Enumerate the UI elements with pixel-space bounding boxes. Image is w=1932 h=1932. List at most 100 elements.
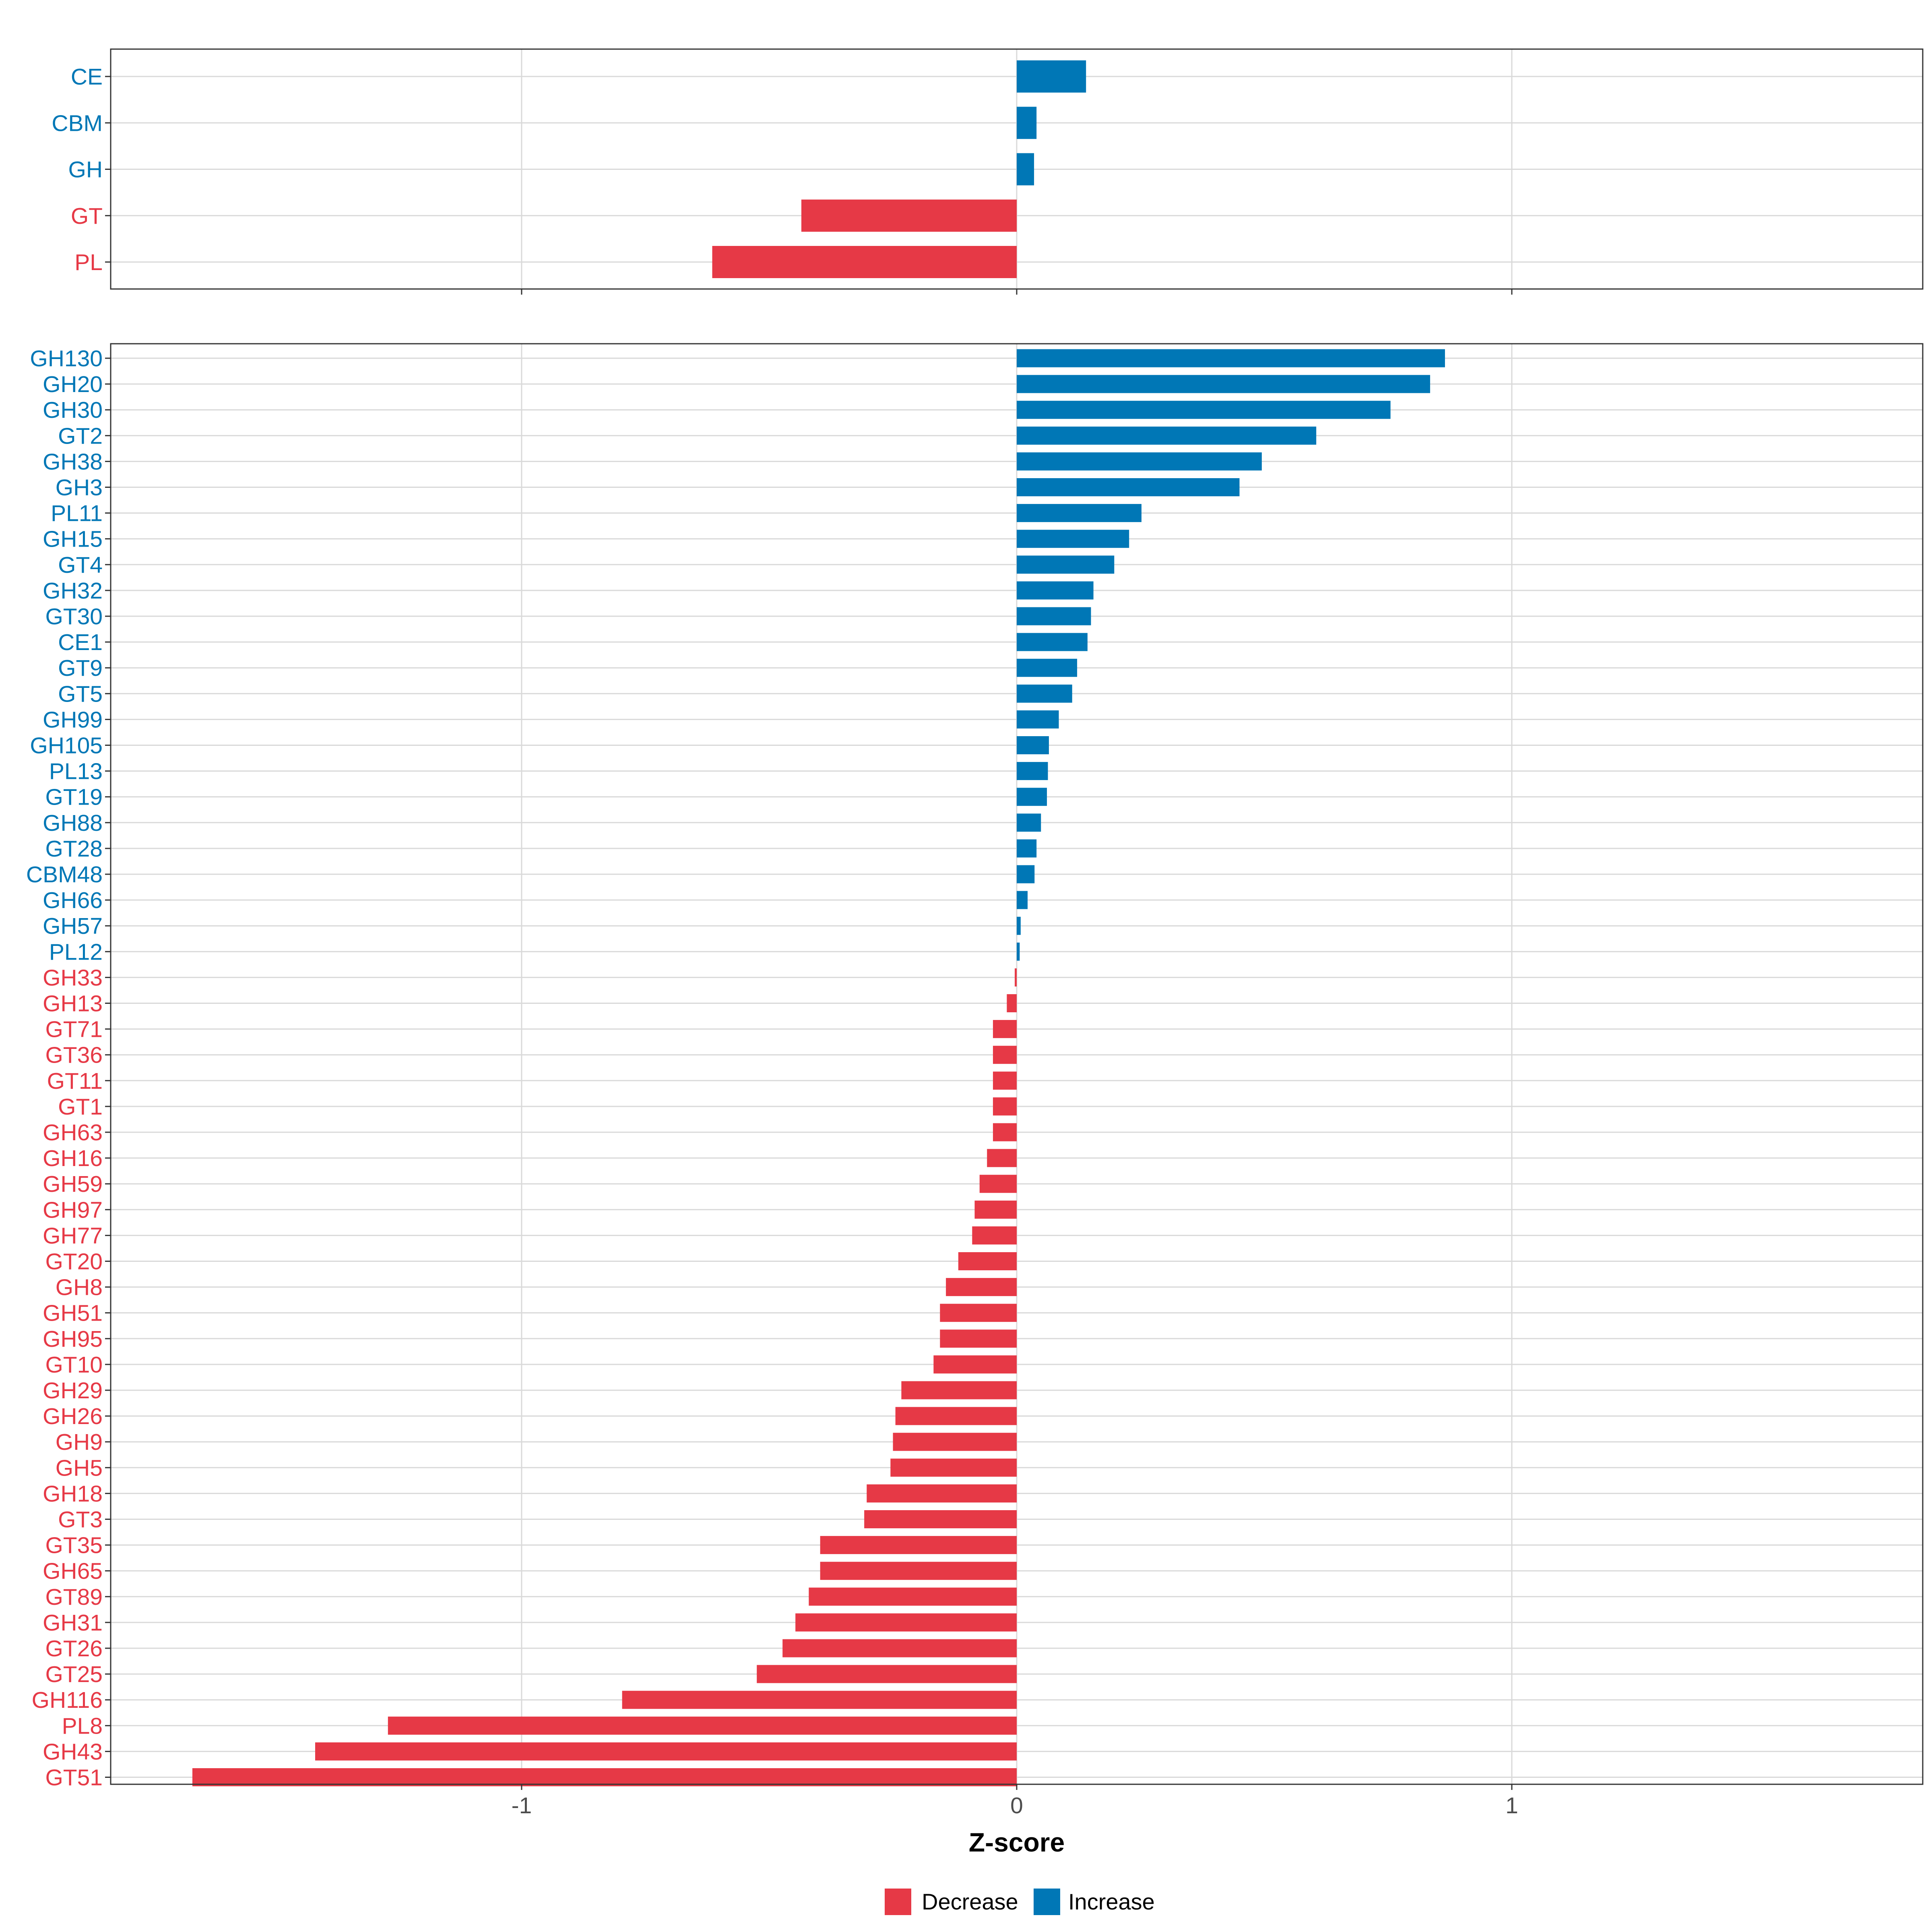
panel-bottom: GH130GH20GH30GT2GH38GH3PL11GH15GT4GH32GT… [26,343,1924,1818]
bottom-bar-gh16 [987,1149,1017,1167]
bottom-ylabel-gt26: GT26 [45,1636,103,1662]
bottom-ylabel-gh95: GH95 [43,1326,103,1352]
bottom-ylabel-gh65: GH65 [43,1558,103,1584]
bottom-bar-gt36 [993,1046,1017,1064]
top-ylabel-ce: CE [71,64,103,90]
bottom-bar-gt3 [864,1510,1017,1528]
x-tick-label: 0 [1010,1793,1023,1818]
bottom-ylabel-gt11: GT11 [47,1068,103,1094]
bottom-bar-gh9 [893,1432,1017,1451]
bottom-ylabel-gh77: GH77 [43,1223,103,1249]
bottom-bar-gh26 [895,1407,1017,1425]
bottom-bar-gh59 [979,1174,1017,1193]
bottom-bar-gt30 [1017,607,1091,625]
bottom-ylabel-gt1: GT1 [58,1094,103,1120]
bottom-bar-pl12 [1017,942,1020,961]
top-bar-gh [1017,153,1034,186]
bottom-bar-gh32 [1017,581,1094,600]
bottom-bar-gh116 [622,1690,1017,1709]
bottom-bar-pl11 [1017,504,1141,522]
bottom-bar-gt1 [993,1097,1017,1116]
bottom-ylabel-gt20: GT20 [45,1249,103,1275]
bottom-bar-gh66 [1017,891,1028,909]
bottom-bar-gt11 [993,1071,1017,1090]
bottom-bar-gh63 [993,1123,1017,1141]
bottom-ylabel-gh26: GH26 [43,1404,103,1429]
bottom-bar-gh105 [1017,736,1049,754]
bottom-ylabel-gt4: GT4 [58,552,103,578]
bottom-ylabel-gt89: GT89 [45,1584,103,1610]
top-bar-pl [712,246,1017,278]
bottom-bar-gh5 [890,1458,1017,1477]
bottom-ylabel-gh33: GH33 [43,965,103,991]
bottom-bar-gh15 [1017,530,1129,548]
bottom-ylabel-gt10: GT10 [45,1352,103,1378]
bottom-ylabel-cbm48: CBM48 [26,862,103,888]
bottom-ylabel-gh59: GH59 [43,1171,103,1197]
bottom-ylabel-gh66: GH66 [43,888,103,913]
bottom-bar-gt89 [809,1587,1017,1606]
bottom-ylabel-gt2: GT2 [58,423,103,449]
bottom-ylabel-gh88: GH88 [43,810,103,836]
bottom-ylabel-gh18: GH18 [43,1481,103,1507]
bottom-ylabel-gh20: GH20 [43,372,103,397]
legend-swatch-decrease [885,1889,911,1915]
bottom-ylabel-pl13: PL13 [49,759,103,784]
bottom-ylabel-pl12: PL12 [49,939,103,965]
top-bar-cbm [1017,107,1037,139]
legend-label-decrease: Decrease [922,1889,1018,1914]
bottom-bar-gh31 [795,1613,1017,1632]
bottom-bar-gt10 [933,1355,1017,1374]
top-bar-ce [1017,60,1086,93]
bottom-bar-gh33 [1015,968,1017,987]
bottom-bar-gh88 [1017,813,1041,832]
bottom-bar-gt71 [993,1020,1017,1038]
bottom-bar-cbm48 [1017,865,1035,883]
top-ylabel-gh: GH [68,157,103,183]
bottom-bar-gt51 [192,1768,1017,1786]
bottom-ylabel-gh3: GH3 [56,475,103,501]
bottom-bar-pl13 [1017,762,1048,780]
bottom-bar-gh38 [1017,452,1262,471]
bottom-ylabel-gh38: GH38 [43,449,103,475]
bottom-ylabel-gh51: GH51 [43,1300,103,1326]
bottom-ylabel-gh99: GH99 [43,707,103,733]
bottom-ylabel-gh43: GH43 [43,1739,103,1765]
bottom-ylabel-gh31: GH31 [43,1610,103,1636]
bottom-bar-gt9 [1017,658,1077,677]
bottom-bar-gt4 [1017,555,1115,574]
bottom-bar-gh57 [1017,916,1021,935]
bottom-bar-gh29 [901,1381,1017,1399]
bottom-ylabel-gh15: GH15 [43,526,103,552]
bottom-bar-gh130 [1017,349,1445,367]
bottom-ylabel-gh29: GH29 [43,1378,103,1404]
bottom-ylabel-gt51: GT51 [45,1765,103,1791]
bottom-ylabel-gh5: GH5 [56,1455,103,1481]
bottom-ylabel-gh13: GH13 [43,991,103,1017]
bottom-ylabel-gt28: GT28 [45,836,103,862]
x-axis-title: Z-score [969,1827,1065,1857]
panel-top: CE CBM GH GT PL [52,48,1924,295]
legend-label-increase: Increase [1068,1889,1155,1914]
top-bar-gt [801,199,1017,232]
bottom-bar-gt20 [958,1252,1017,1270]
bottom-bar-gh51 [940,1304,1017,1322]
bottom-bar-ce1 [1017,633,1088,651]
bottom-ylabel-gh9: GH9 [56,1429,103,1455]
bottom-bar-gh65 [820,1562,1017,1580]
bottom-ylabel-gt25: GT25 [45,1662,103,1687]
legend-swatch-increase [1034,1889,1060,1915]
bottom-ylabel-gt35: GT35 [45,1533,103,1558]
top-ylabel-cbm: CBM [52,110,103,136]
bottom-ylabel-pl8: PL8 [62,1713,103,1739]
bottom-ylabel-pl11: PL11 [51,501,103,526]
bottom-bar-gh99 [1017,710,1059,729]
bottom-ylabel-gh63: GH63 [43,1120,103,1146]
bottom-ylabel-gt19: GT19 [45,784,103,810]
bottom-bar-gh77 [972,1226,1017,1245]
bottom-bar-gt2 [1017,426,1317,445]
bottom-bar-gh3 [1017,478,1240,496]
x-tick-label: 1 [1505,1793,1518,1818]
